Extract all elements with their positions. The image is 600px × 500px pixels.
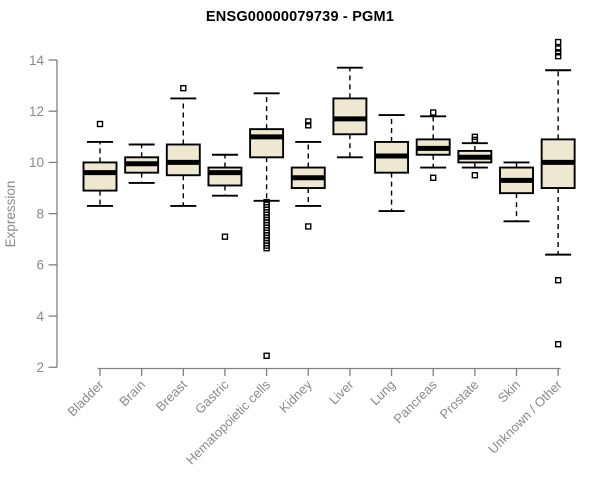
- y-tick-label: 2: [36, 360, 44, 375]
- box-group-prostate: [457, 133, 493, 179]
- x-tick-label-unknown-other: Unknown / Other: [485, 377, 565, 457]
- outlier-point: [471, 172, 479, 179]
- x-tick-label-skin: Skin: [495, 377, 523, 405]
- outlier-point: [263, 245, 270, 252]
- outlier-point: [305, 223, 312, 230]
- box-group-lung: [374, 114, 409, 213]
- box-group-pancreas: [415, 109, 451, 181]
- outlier-point: [554, 38, 562, 46]
- y-tick-label: 10: [29, 155, 44, 170]
- outlier-point: [180, 84, 187, 92]
- box-group-unknown-other: [540, 38, 576, 348]
- outlier-point: [554, 45, 562, 52]
- x-tick-label-lung: Lung: [367, 377, 398, 408]
- outlier-point: [430, 174, 437, 181]
- y-tick-label: 6: [36, 258, 44, 273]
- outlier-point: [305, 122, 312, 129]
- y-tick-label: 12: [29, 104, 44, 119]
- box-group-hematopoietic-cells: [249, 92, 285, 359]
- box-group-brain: [124, 143, 160, 184]
- y-tick-label: 8: [36, 206, 44, 221]
- x-tick-label-pancreas: Pancreas: [390, 377, 440, 427]
- y-axis-title: Expression: [3, 181, 18, 248]
- iqr-box: [82, 161, 118, 192]
- x-tick-label-kidney: Kidney: [276, 377, 315, 416]
- y-tick-label: 4: [36, 309, 44, 324]
- iqr-box: [332, 97, 368, 136]
- x-tick-label-prostate: Prostate: [437, 377, 482, 422]
- box-group-gastric: [207, 153, 243, 240]
- iqr-box: [165, 143, 201, 177]
- box-group-liver: [332, 66, 368, 159]
- box-group-kidney: [290, 118, 326, 230]
- outlier-point: [471, 136, 479, 144]
- x-tick-label-bladder: Bladder: [64, 377, 107, 420]
- outlier-point: [554, 52, 562, 60]
- x-tick-label-gastric: Gastric: [192, 377, 232, 417]
- outlier-point: [263, 352, 270, 359]
- outlier-point: [554, 49, 562, 56]
- x-tick-label-breast: Breast: [153, 377, 190, 414]
- outlier-point: [305, 118, 312, 125]
- x-tick-label-brain: Brain: [116, 377, 148, 409]
- outlier-point: [96, 120, 104, 128]
- outlier-point: [554, 341, 562, 348]
- box-group-skin: [499, 161, 534, 223]
- outlier-point: [430, 109, 437, 116]
- chart-title: ENSG00000079739 - PGM1: [205, 9, 395, 25]
- box-group-bladder: [82, 120, 118, 207]
- y-axis: 2 4 6 8 10 12 14 Expression: [3, 53, 58, 375]
- x-tick-label-liver: Liver: [326, 377, 357, 408]
- outlier-point: [554, 277, 562, 284]
- y-tick-label: 14: [29, 53, 45, 68]
- outlier-point: [221, 233, 229, 240]
- iqr-box: [249, 128, 285, 159]
- box-group-breast: [165, 84, 201, 207]
